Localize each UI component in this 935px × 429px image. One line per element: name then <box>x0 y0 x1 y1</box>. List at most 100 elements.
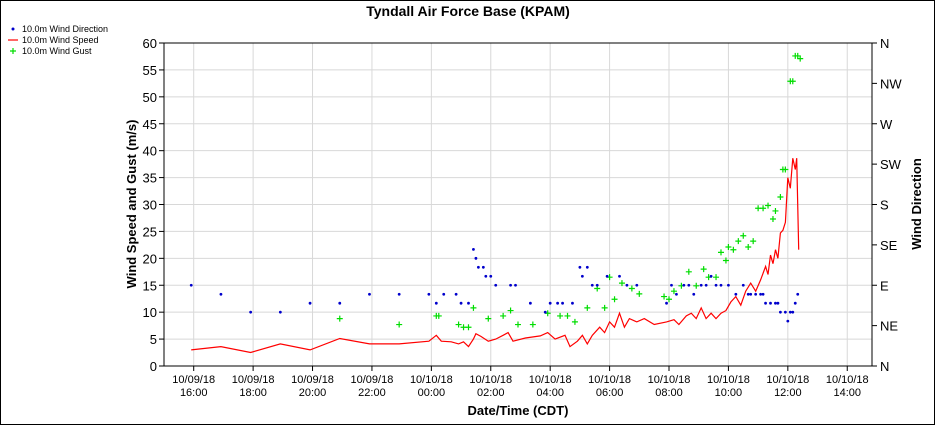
y2-tick-label: NE <box>880 319 898 334</box>
x-tick-date: 10/09/18 <box>172 374 215 386</box>
wind-direction-point <box>561 301 564 305</box>
wind-gust-point <box>782 166 789 173</box>
wind-gust-point <box>797 55 804 62</box>
x-tick-date: 10/10/18 <box>766 374 809 386</box>
plot-area <box>189 52 804 354</box>
y-tick-label: 45 <box>143 117 157 132</box>
wind-direction-point <box>719 283 723 287</box>
x-tick-time: 04:00 <box>536 387 564 399</box>
wind-direction-point <box>467 301 470 305</box>
wind-direction-point <box>481 265 485 269</box>
wind-gust-point <box>693 282 700 289</box>
wind-gust-point <box>618 280 625 287</box>
wind-gust-point <box>584 304 591 311</box>
wind-gust-point <box>760 205 767 212</box>
wind-direction-point <box>454 292 458 296</box>
wind-direction-point <box>741 283 745 287</box>
wind-direction-point <box>484 274 488 278</box>
wind-direction-point <box>699 283 703 287</box>
wind-gust-point <box>772 207 779 214</box>
wind-gust-point <box>666 296 673 303</box>
wind-direction-point <box>625 283 629 287</box>
wind-gust-point <box>601 304 608 311</box>
wind-direction-point <box>734 292 738 296</box>
wind-direction-point <box>474 256 478 260</box>
wind-direction-point <box>761 292 765 296</box>
wind-direction-point <box>219 292 223 296</box>
wind-direction-point <box>687 283 691 287</box>
y-tick-label: 40 <box>143 144 157 159</box>
x-tick-time: 20:00 <box>299 387 327 399</box>
wind-direction-point <box>459 301 463 305</box>
legend-marker-direction <box>11 27 15 31</box>
wind-gust-point <box>465 324 472 331</box>
y-tick-label: 35 <box>143 171 157 186</box>
wind-gust-point <box>636 290 643 297</box>
wind-direction-point <box>514 283 517 287</box>
y2-tick-label: N <box>880 359 889 374</box>
grid <box>164 42 872 367</box>
wind-direction-point <box>779 310 782 314</box>
wind-direction-point <box>754 292 758 296</box>
wind-direction-point <box>786 319 790 323</box>
wind-gust-point <box>500 312 507 319</box>
x-tick-time: 08:00 <box>655 387 683 399</box>
wind-gust-point <box>455 321 462 328</box>
y-tick-label: 0 <box>150 359 157 374</box>
wind-direction-point <box>338 301 342 305</box>
wind-gust-point <box>515 321 521 328</box>
legend-label: 10.0m Wind Speed <box>22 35 99 45</box>
wind-gust-point <box>735 238 742 245</box>
x-tick-time: 18:00 <box>239 387 267 399</box>
x-tick-date: 10/10/18 <box>410 374 453 386</box>
wind-gust-point <box>611 296 618 303</box>
x-tick-date: 10/09/18 <box>351 374 394 386</box>
wind-direction-point <box>249 310 253 314</box>
y-tick-label: 55 <box>143 63 157 78</box>
wind-direction-point <box>472 247 475 251</box>
wind-gust-point <box>628 285 635 292</box>
y-tick-label: 25 <box>143 224 157 239</box>
wind-direction-point <box>774 301 777 305</box>
wind-direction-point <box>556 301 560 305</box>
x-tick-time: 00:00 <box>418 387 446 399</box>
wind-direction-point <box>704 283 708 287</box>
y-tick-label: 5 <box>150 332 157 347</box>
wind-gust-point <box>571 318 578 325</box>
wind-gust-point <box>740 232 747 239</box>
wind-direction-point <box>759 292 763 296</box>
y2-tick-label: SW <box>880 157 902 172</box>
wind-direction-point <box>793 301 797 305</box>
wind-direction-point <box>783 310 787 314</box>
wind-direction-point <box>442 292 446 296</box>
y-tick-label: 30 <box>143 198 157 213</box>
wind-direction-point <box>308 301 312 305</box>
wind-direction-point <box>189 283 193 287</box>
wind-direction-point <box>788 310 792 314</box>
wind-direction-point <box>665 301 668 305</box>
x-tick-date: 10/10/18 <box>648 374 691 386</box>
y-tick-label: 50 <box>143 90 157 105</box>
x-tick-time: 12:00 <box>774 387 802 399</box>
x-tick-time: 02:00 <box>477 387 505 399</box>
y2-tick-label: SE <box>880 238 898 253</box>
x-tick-date: 10/10/18 <box>826 374 869 386</box>
y-tick-label: 15 <box>143 278 157 293</box>
y-tick-label: 10 <box>143 305 157 320</box>
legend-label: 10.0m Wind Direction <box>22 24 108 34</box>
wind-direction-point <box>580 274 584 278</box>
x-tick-time: 14:00 <box>833 387 861 399</box>
wind-gust-point <box>750 238 757 245</box>
y2-tick-label: E <box>880 278 889 293</box>
x-tick-date: 10/10/18 <box>529 374 572 386</box>
wind-direction-point <box>605 274 609 278</box>
wind-direction-point <box>618 274 621 278</box>
wind-gust-point <box>717 249 724 256</box>
wind-gust-point <box>435 312 442 319</box>
wind-direction-point <box>675 292 678 296</box>
y2-tick-label: N <box>880 36 889 51</box>
x-tick-date: 10/10/18 <box>469 374 512 386</box>
x-tick-date: 10/10/18 <box>707 374 750 386</box>
x-tick-date: 10/09/18 <box>232 374 275 386</box>
